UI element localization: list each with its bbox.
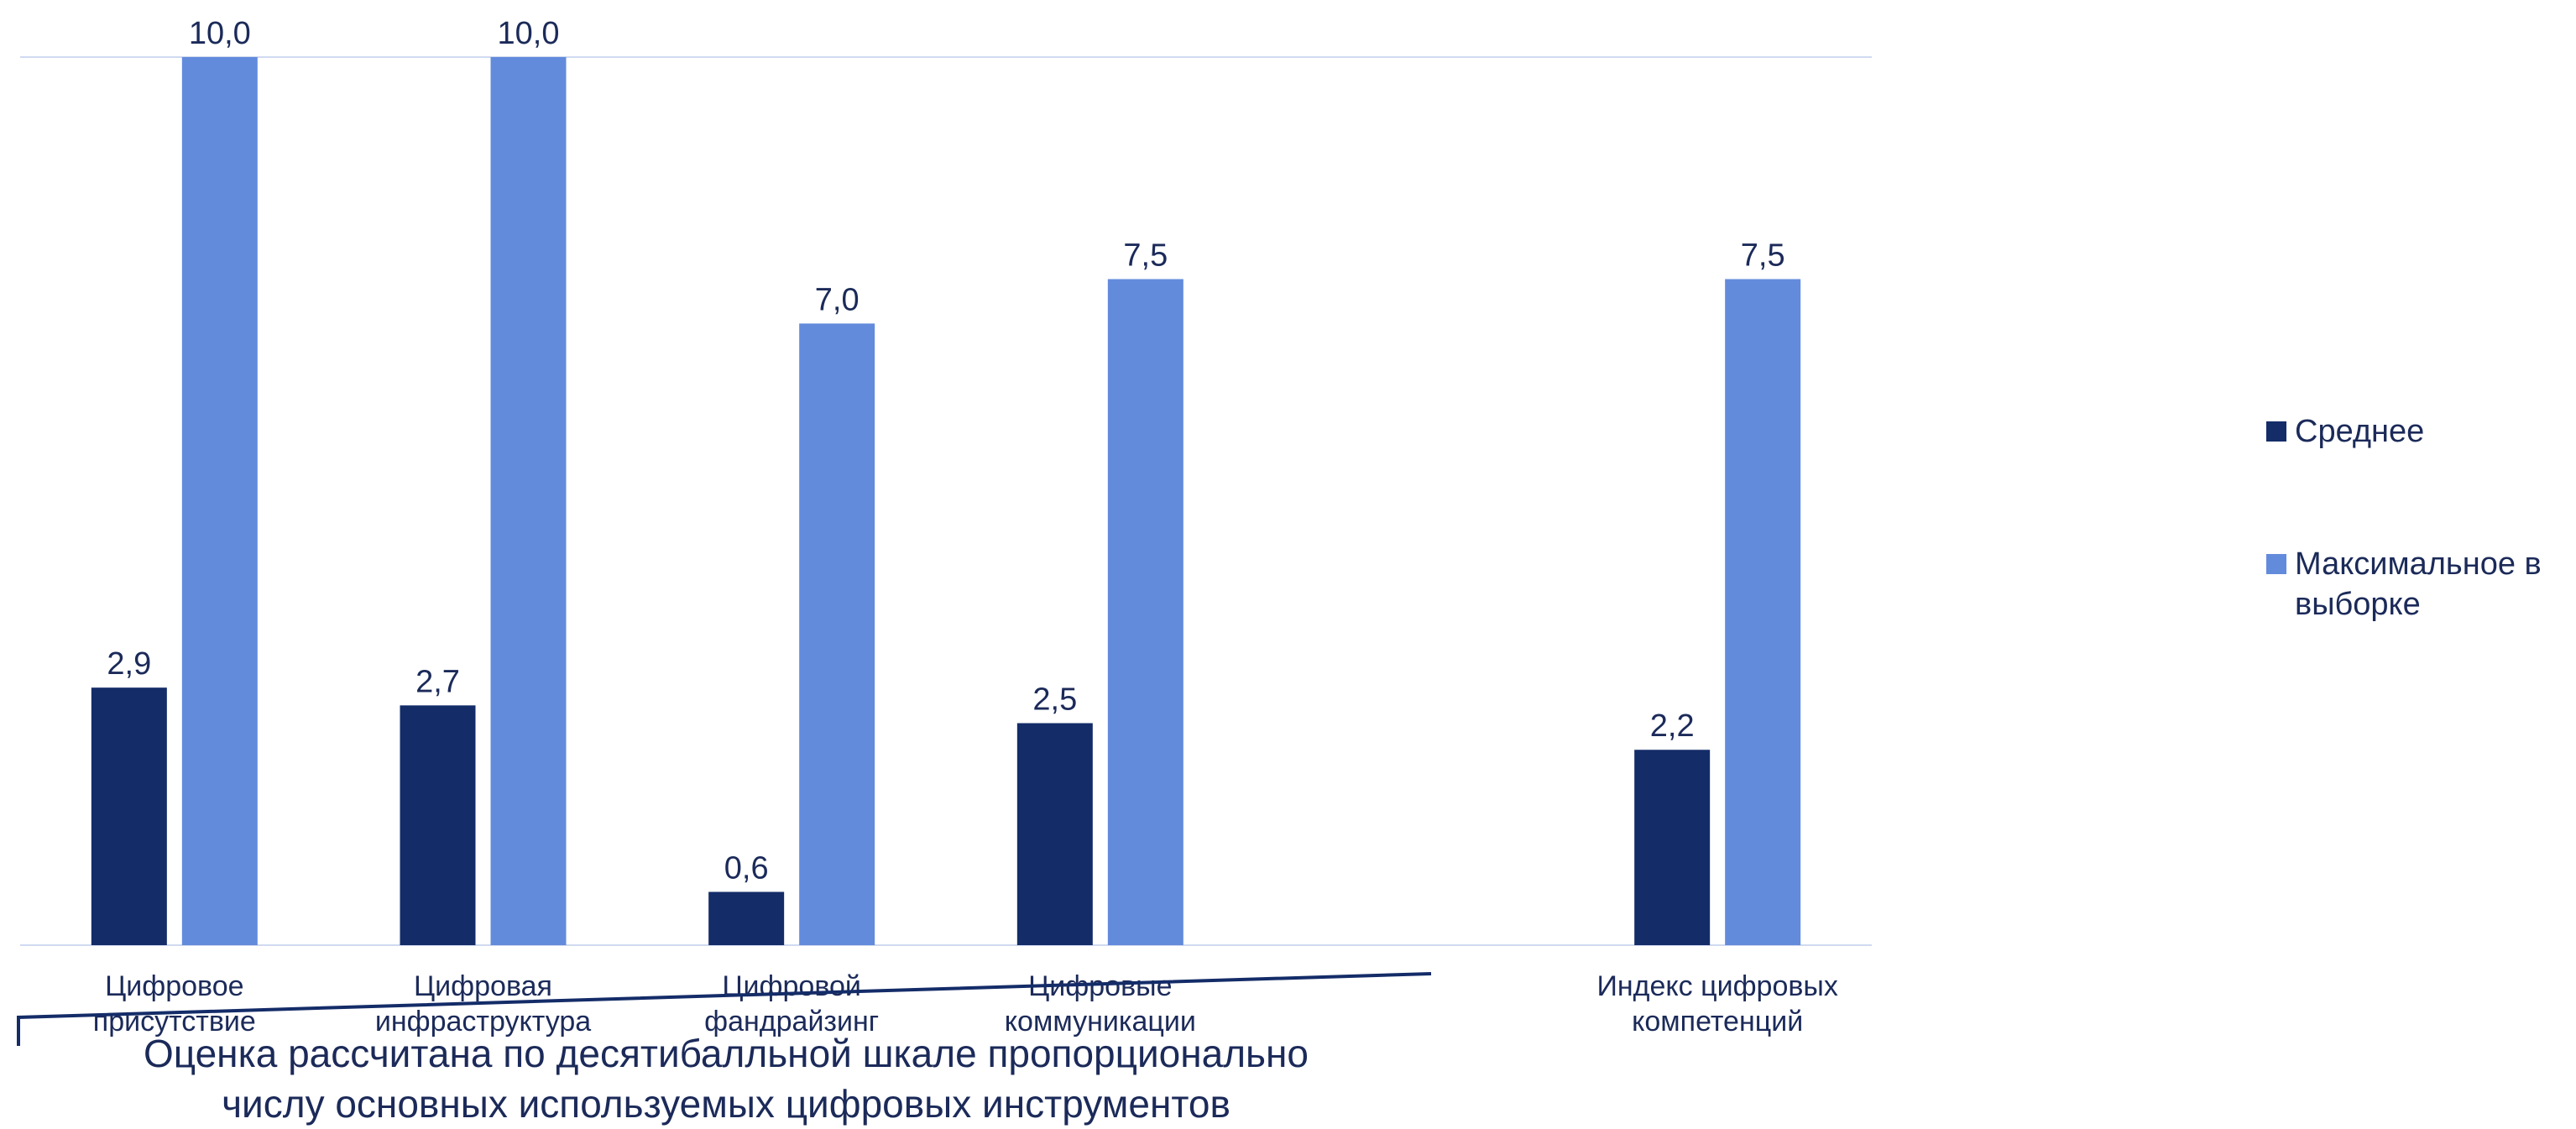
data-label-mean-2: 0,6 [724, 851, 769, 886]
annotation-bracket-line [17, 972, 1432, 1046]
category-label-2-line-1: фандрайзинг [704, 1006, 879, 1038]
data-label-max-1: 10,0 [498, 16, 560, 51]
bars [91, 57, 1801, 945]
category-label-1-line-0: Цифровая [414, 970, 552, 1002]
gridlines [20, 56, 1872, 946]
bar-max-5 [1725, 279, 1801, 945]
footnote-line-2: числу основных используемых цифровых инс… [222, 1082, 1231, 1126]
bar-mean-2 [708, 891, 785, 945]
data-label-mean-3: 2,5 [1032, 682, 1077, 718]
bar-mean-1 [400, 705, 476, 945]
bar-mean-3 [1016, 723, 1093, 945]
footnote: Оценка рассчитана по десятибалльной шкал… [92, 1028, 1360, 1129]
category-label-2-line-0: Цифровой [722, 970, 861, 1002]
data-label-max-5: 7,5 [1741, 238, 1785, 274]
data-label-max-3: 7,5 [1123, 238, 1168, 274]
category-label-0-line-0: Цифровое [105, 970, 243, 1002]
bar-mean-5 [1634, 750, 1711, 945]
data-label-mean-0: 2,9 [107, 646, 151, 682]
legend-swatch-mean [2266, 421, 2286, 442]
footnote-line-1: Оценка рассчитана по десятибалльной шкал… [143, 1032, 1309, 1075]
bar-max-1 [490, 57, 567, 945]
category-label-5-line-1: компетенций [1632, 1006, 1803, 1038]
annotation-bracket [17, 972, 1432, 1046]
bar-max-0 [181, 57, 258, 945]
data-label-mean-1: 2,7 [415, 664, 460, 699]
category-label-1-line-1: инфраструктура [375, 1006, 591, 1038]
legend-item-mean: Среднее [2266, 411, 2576, 452]
category-labels: ЦифровоеприсутствиеЦифроваяинфраструктур… [93, 970, 1838, 1038]
category-label-5-line-0: Индекс цифровых [1596, 970, 1837, 1002]
legend-item-max: Максимальное в выборке [2266, 544, 2576, 625]
data-label-max-2: 7,0 [815, 282, 860, 317]
bar-mean-0 [91, 687, 167, 945]
legend-label-max: Максимальное в выборке [2295, 546, 2542, 622]
bar-max-2 [799, 323, 875, 945]
category-label-3-line-1: коммуникации [1005, 1006, 1196, 1038]
legend: Среднее Максимальное в выборке [2266, 411, 2576, 717]
data-labels: 2,9 10,0 2,7 10,0 0,6 7,0 2,5 7,5 2,2 7,5 [107, 16, 1784, 886]
data-label-mean-5: 2,2 [1650, 708, 1695, 744]
bar-max-3 [1107, 279, 1183, 945]
data-label-max-0: 10,0 [189, 16, 251, 51]
legend-label-mean: Среднее [2295, 414, 2425, 449]
legend-swatch-max [2266, 554, 2286, 574]
